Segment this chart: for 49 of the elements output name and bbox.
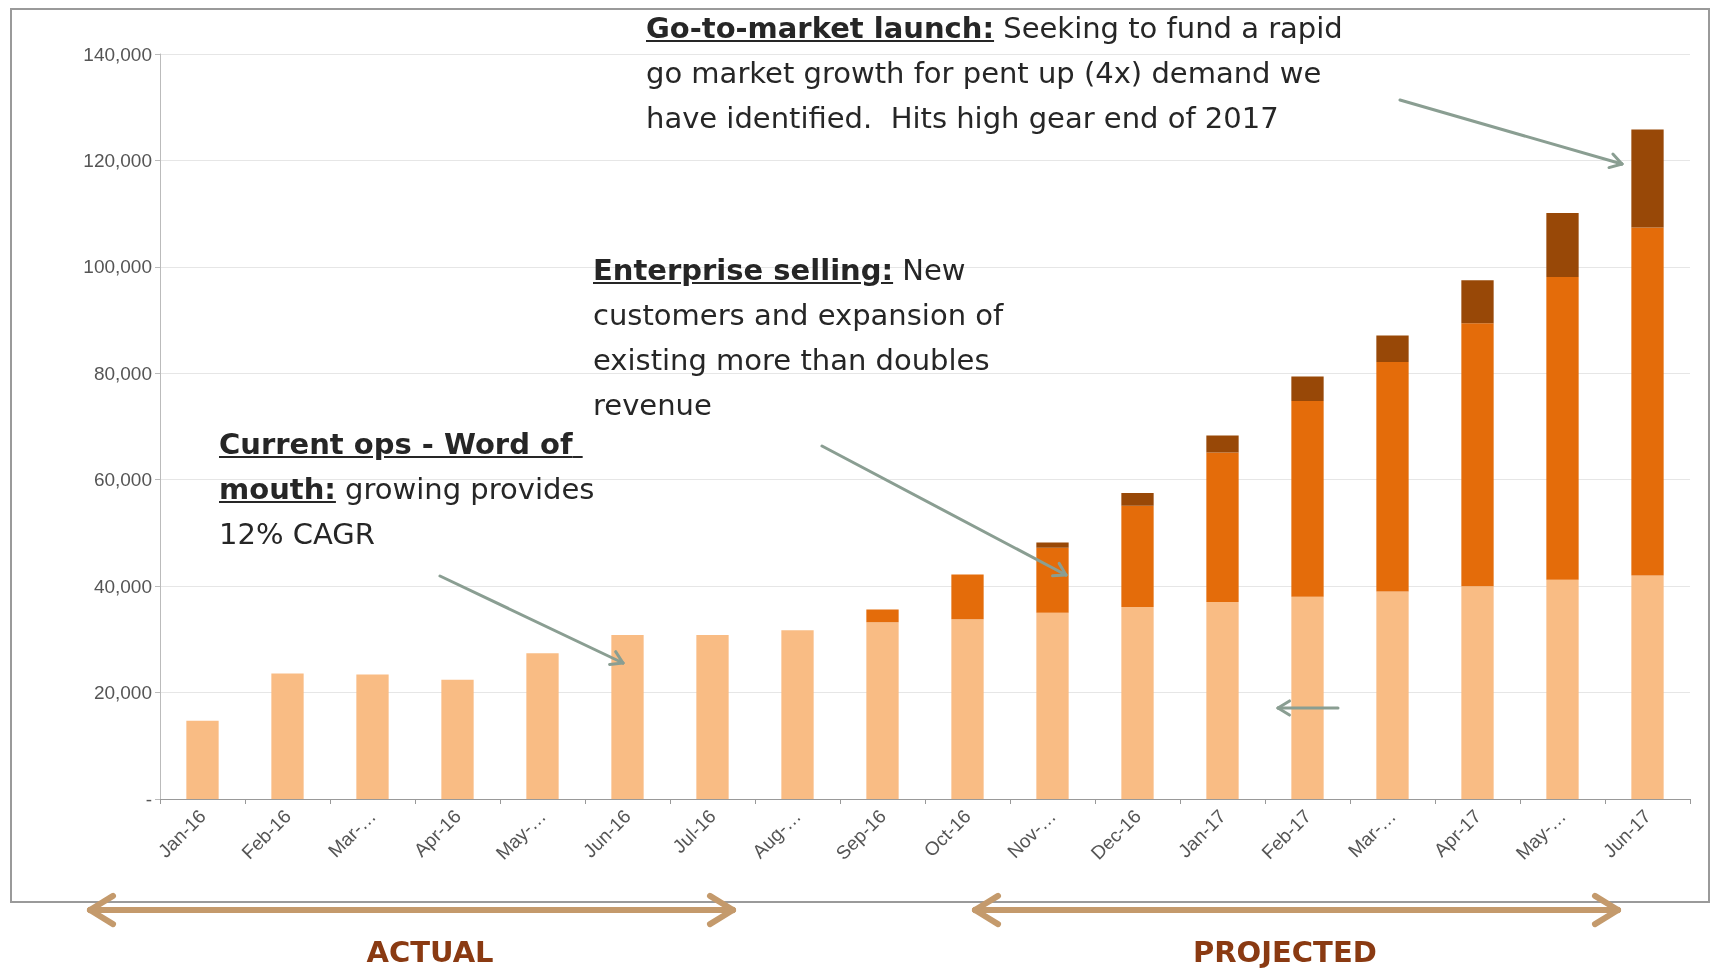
bar [951,619,984,799]
y-tick-label: - [145,788,152,810]
bar [866,609,899,623]
annotation: Enterprise selling: New customers and expansion of existing more than doubles revenue [592,252,1005,424]
bar [271,673,304,799]
bar [1036,547,1069,613]
bar [1036,612,1069,799]
y-tick-label: 100,000 [83,256,152,278]
y-tick-label: 80,000 [93,362,152,384]
y-tick-label: 120,000 [83,149,152,171]
bar [1121,606,1154,799]
bar [1546,579,1579,799]
bar [1546,213,1579,277]
bar [356,674,389,799]
y-tick-label: 140,000 [83,43,152,65]
bar [1206,602,1239,799]
bar [1376,362,1409,592]
bar [1461,280,1494,324]
bar [1036,542,1069,548]
bar [1291,376,1324,401]
bar [1631,575,1664,799]
bar [1206,452,1239,603]
bar [1546,276,1579,580]
bar [186,720,219,799]
bar [951,574,984,620]
bar [1121,493,1154,506]
bar [696,635,729,799]
bar [781,630,814,799]
y-tick-label: 60,000 [93,469,152,491]
bar [1291,400,1324,597]
bar [1376,335,1409,363]
bar [1121,505,1154,607]
bar [1631,227,1664,576]
y-tick-label: 40,000 [93,575,152,597]
bar [1631,129,1664,228]
y-tick-label: 20,000 [93,682,152,704]
text: ACTUAL [366,935,494,969]
annotation: Current ops - Word of mouth: growing provides 12% CAGR [218,426,596,553]
bar [866,622,899,799]
bar [1376,591,1409,799]
annotation: Go-to-market launch: Seeking to fund a rapid go market growth for pent up (4x) demand we have identified. Hits high gear end of 2017 [645,10,1344,137]
bar [611,635,644,799]
bar [1461,586,1494,799]
bar [526,653,559,799]
bar [441,679,474,799]
bar [1291,596,1324,799]
text: PROJECTED [1193,935,1377,969]
bar [1461,323,1494,587]
bar [1206,435,1239,453]
